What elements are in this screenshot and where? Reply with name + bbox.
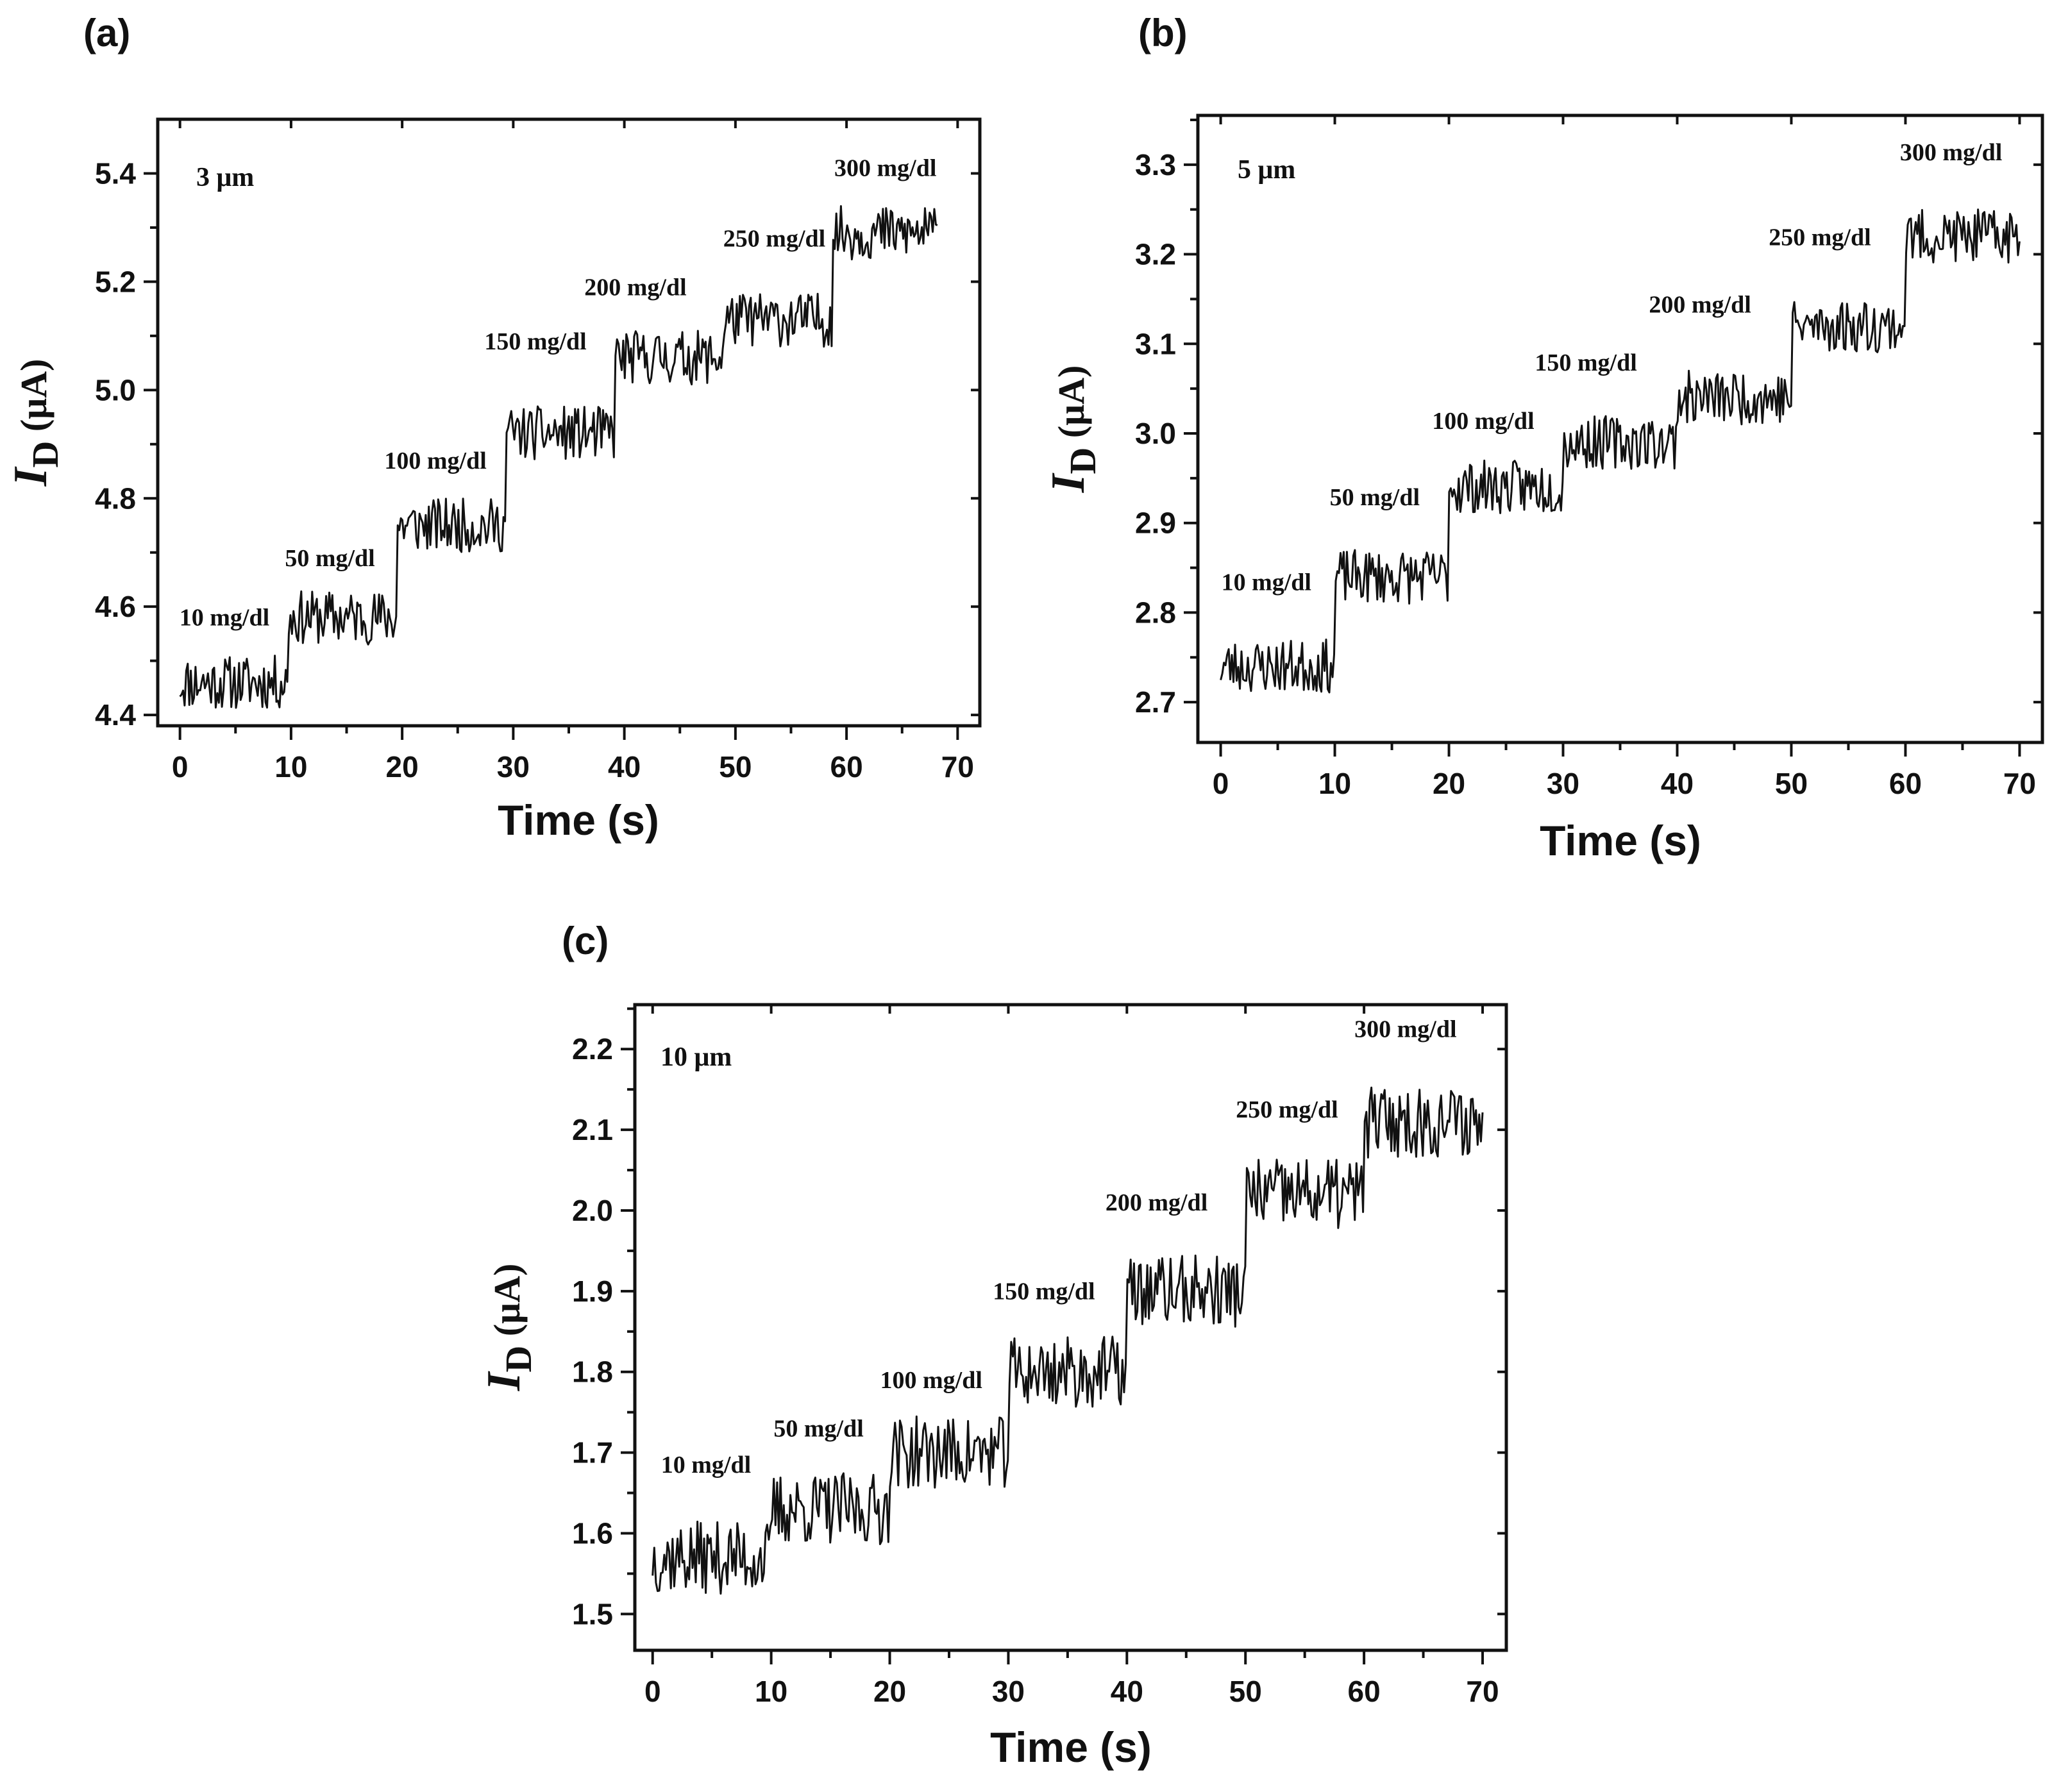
x-tick-label: 20 (873, 1675, 906, 1708)
current-trace (179, 205, 938, 709)
concentration-annotation: 300 mg/dl (834, 155, 936, 182)
concentration-annotation: 150 mg/dl (1535, 349, 1636, 376)
concentration-annotation: 300 mg/dl (1900, 139, 2002, 166)
concentration-annotation: 100 mg/dl (880, 1367, 982, 1394)
sample-label: 5 μm (1238, 155, 1295, 185)
x-tick-label: 50 (1775, 767, 1808, 800)
chart-panel-a: (a) 0 10 20 30 40 50 60 70 4.4 4.6 4.8 5.0 5.2 5.4 Time… (4, 12, 982, 844)
concentration-annotation: 10 mg/dl (661, 1452, 751, 1478)
x-tick-label: 0 (1213, 767, 1229, 800)
y-tick-label: 1.6 (572, 1516, 613, 1550)
panel-label: (a) (83, 12, 130, 54)
x-tick-label: 20 (1433, 767, 1465, 800)
concentration-annotation: 150 mg/dl (484, 328, 586, 355)
y-tick-label: 2.2 (572, 1032, 613, 1066)
concentration-annotation: 100 mg/dl (1432, 408, 1534, 435)
x-tick-label: 40 (1661, 767, 1694, 800)
concentration-annotation: 100 mg/dl (384, 448, 486, 474)
x-tick-label: 0 (644, 1675, 661, 1708)
y-tick-label: 5.4 (95, 156, 136, 190)
y-tick-label: 3.0 (1135, 417, 1176, 450)
x-tick-label: 30 (992, 1675, 1025, 1708)
y-tick-label: 2.0 (572, 1194, 613, 1227)
concentration-annotation: 250 mg/dl (1769, 224, 1871, 251)
concentration-annotation: 200 mg/dl (1106, 1189, 1207, 1216)
concentration-annotation: 150 mg/dl (993, 1278, 1095, 1305)
sample-label: 10 μm (660, 1043, 732, 1072)
concentration-annotation: 200 mg/dl (1649, 291, 1751, 318)
y-tick-label: 5.0 (95, 373, 136, 406)
y-tick-label: 2.1 (572, 1113, 613, 1146)
chart-panel-c: (c) 0 10 20 30 40 50 60 70 1.5 1.6 1.7 1.8 1.9 2.0 2.1 2… (478, 919, 1508, 1771)
y-tick-label: 2.7 (1135, 685, 1176, 719)
y-tick-label: 5.2 (95, 265, 136, 298)
concentration-annotation: 200 mg/dl (584, 274, 686, 301)
concentration-annotation: 50 mg/dl (285, 545, 374, 572)
y-tick-label: 2.8 (1135, 596, 1176, 629)
y-tick-label: 4.8 (95, 481, 136, 515)
x-tick-label: 60 (830, 750, 863, 783)
panel-label: (b) (1138, 12, 1188, 54)
x-tick-label: 70 (2003, 767, 2036, 800)
x-tick-label: 10 (1318, 767, 1351, 800)
concentration-annotation: 300 mg/dl (1354, 1016, 1456, 1043)
x-axis-title: Time (s) (990, 1723, 1152, 1771)
chart-panel-b: (b) 0 10 20 30 40 50 60 70 2.7 2.8 2.9 3.0 3.1 3.2 3.3 T… (1042, 12, 2044, 864)
y-axis-title: ID (μA) (478, 1264, 539, 1392)
concentration-annotation: 250 mg/dl (1236, 1096, 1338, 1123)
y-tick-label: 4.4 (95, 698, 136, 732)
y-tick-label: 1.7 (572, 1436, 613, 1470)
plot-frame (633, 1003, 1508, 1652)
sample-label: 3 μm (196, 163, 254, 192)
x-tick-label: 50 (1229, 1675, 1262, 1708)
x-tick-label: 30 (497, 750, 530, 783)
x-axis-title: Time (s) (498, 796, 659, 844)
x-tick-label: 60 (1889, 767, 1922, 800)
y-tick-label: 3.2 (1135, 238, 1176, 271)
x-tick-label: 60 (1348, 1675, 1381, 1708)
x-tick-label: 20 (386, 750, 419, 783)
panel-label: (c) (562, 919, 609, 962)
y-axis-title: ID (μA) (1042, 365, 1104, 494)
x-axis-title: Time (s) (1540, 817, 1701, 864)
y-tick-label: 3.1 (1135, 327, 1176, 360)
current-trace (1220, 208, 2021, 694)
concentration-annotation: 250 mg/dl (723, 225, 825, 252)
concentration-annotation: 50 mg/dl (1330, 484, 1420, 511)
x-tick-label: 0 (172, 750, 189, 783)
y-axis-title: ID (μA) (4, 359, 66, 487)
x-tick-label: 30 (1547, 767, 1579, 800)
x-tick-label: 10 (274, 750, 307, 783)
y-tick-label: 4.6 (95, 590, 136, 623)
y-tick-label: 3.3 (1135, 148, 1176, 181)
x-tick-label: 50 (719, 750, 752, 783)
y-tick-label: 2.9 (1135, 507, 1176, 540)
x-tick-label: 40 (608, 750, 641, 783)
y-tick-label: 1.8 (572, 1355, 613, 1389)
x-tick-label: 70 (1466, 1675, 1499, 1708)
x-tick-label: 70 (941, 750, 974, 783)
x-tick-label: 10 (755, 1675, 787, 1708)
y-tick-label: 1.9 (572, 1275, 613, 1308)
concentration-annotation: 10 mg/dl (1222, 569, 1311, 596)
current-trace (652, 1086, 1484, 1595)
concentration-annotation: 50 mg/dl (773, 1415, 863, 1442)
x-tick-label: 40 (1111, 1675, 1143, 1708)
concentration-annotation: 10 mg/dl (180, 605, 269, 632)
y-tick-label: 1.5 (572, 1597, 613, 1630)
